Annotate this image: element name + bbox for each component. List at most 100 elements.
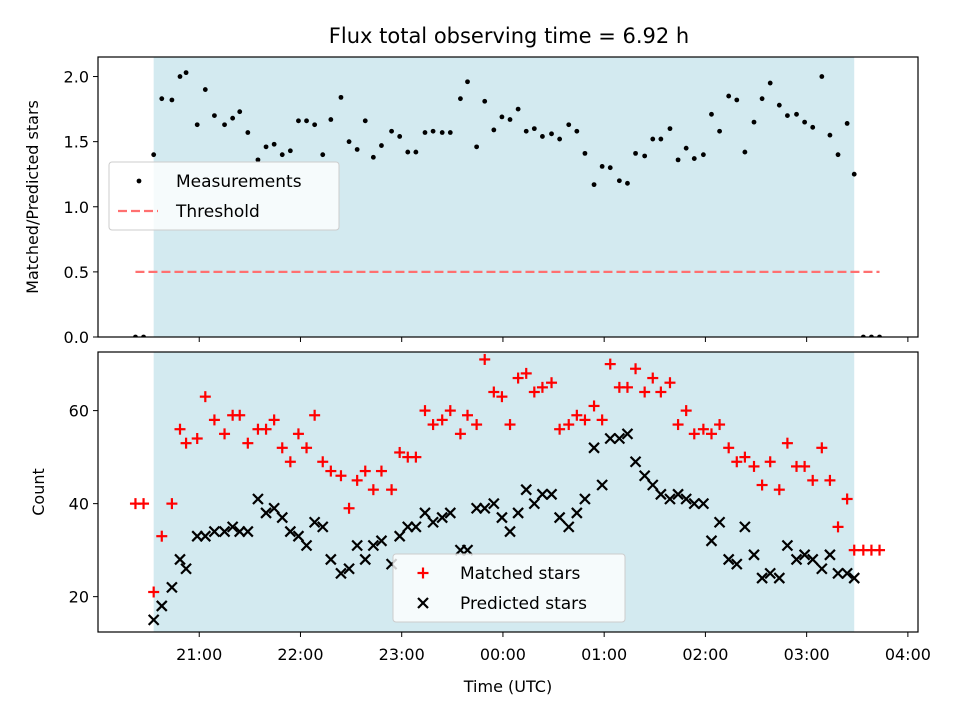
measurement-point (439, 130, 445, 135)
x-tick-label: 23:00 (379, 645, 425, 664)
matched-point (367, 484, 379, 496)
predicted-point (300, 539, 313, 552)
matched-point (208, 414, 220, 426)
measurement-point (491, 127, 497, 133)
matched-point (512, 372, 524, 384)
measurement-point (296, 118, 301, 124)
data-points (133, 70, 882, 337)
matched-point (588, 400, 600, 412)
measurement-point (742, 149, 748, 155)
matched-point (268, 414, 280, 426)
y-tick-label: 0.5 (64, 263, 89, 282)
measurement-point (642, 153, 648, 159)
measurement-point (304, 118, 309, 124)
series-measurements (133, 70, 882, 337)
matched-point (436, 414, 448, 426)
measurement-point (328, 117, 334, 122)
legend-label: Threshold (175, 202, 260, 222)
measurement-point (531, 126, 537, 132)
matched-point (680, 405, 692, 417)
predicted-point (325, 553, 337, 566)
measurement-point (237, 109, 243, 115)
measurement-point (212, 113, 217, 119)
predicted-point (629, 455, 642, 468)
measurement-point (370, 154, 376, 160)
predicted-point (292, 530, 305, 542)
legend-box (108, 161, 340, 231)
measurement-point (591, 182, 597, 188)
y-tick-label: 1.0 (64, 198, 89, 217)
predicted-point (444, 507, 457, 519)
measurement-point (159, 96, 165, 102)
measurement-point (557, 136, 563, 142)
matched-point (621, 381, 633, 393)
measurement-point (691, 156, 697, 161)
legend-label: Predicted stars (460, 594, 587, 614)
predicted-point (488, 497, 500, 510)
matched-point (166, 498, 178, 510)
axes-frame (97, 351, 919, 633)
measurement-point (616, 178, 622, 184)
measurement-point (667, 126, 673, 132)
measurement-point (802, 119, 808, 125)
measurement-point (507, 117, 513, 122)
measurement-point (287, 148, 293, 154)
measurement-point (794, 111, 799, 117)
matched-point (647, 372, 659, 384)
measurement-point (566, 122, 572, 128)
predicted-point (781, 539, 794, 552)
measurement-point (354, 147, 360, 152)
measurement-point (726, 93, 732, 99)
measurement-point (675, 157, 681, 163)
measurement-point (827, 132, 833, 138)
measurement-point (759, 96, 765, 102)
matched-point (394, 446, 406, 458)
matched-point (359, 465, 371, 477)
measurement-point (844, 121, 850, 126)
matched-point (639, 386, 651, 398)
matched-point (748, 460, 760, 472)
measurement-point (263, 144, 269, 150)
series-matched-stars (129, 353, 886, 598)
matched-point (284, 456, 296, 468)
predicted-point (461, 544, 474, 556)
predicted-point (579, 493, 591, 505)
matched-point (375, 465, 387, 477)
matched-point (199, 391, 211, 403)
matched-point (520, 367, 532, 379)
predicted-point (588, 442, 600, 454)
measurement-point (523, 128, 529, 134)
predicted-point (773, 572, 786, 584)
measurement-point (633, 150, 638, 156)
matched-point (571, 409, 583, 421)
matched-point (325, 465, 337, 477)
matched-point (604, 358, 616, 370)
matched-point (317, 456, 329, 468)
matched-point (773, 484, 785, 496)
matched-point (410, 451, 422, 463)
matched-point (462, 409, 474, 421)
matched-point (479, 353, 491, 365)
matched-point (630, 363, 642, 375)
measurement-point (279, 152, 285, 158)
predicted-point (520, 483, 533, 496)
x-tick-label: 03:00 (784, 645, 830, 664)
measurement-point (717, 128, 722, 134)
measurement-point (658, 136, 664, 142)
matched-point (546, 377, 558, 389)
predicted-point (798, 549, 811, 561)
legend-label: Measurements (176, 172, 302, 192)
matched-point (824, 474, 836, 486)
measurement-point (835, 152, 841, 158)
matched-point (191, 433, 203, 445)
matched-point (234, 409, 246, 421)
predicted-point (478, 502, 491, 515)
measurement-point (499, 114, 505, 120)
predicted-point (335, 567, 347, 580)
predicted-point (180, 562, 192, 575)
measurement-point (540, 134, 545, 139)
predicted-point (604, 432, 617, 445)
predicted-point (367, 539, 380, 552)
predicted-point (562, 521, 575, 533)
